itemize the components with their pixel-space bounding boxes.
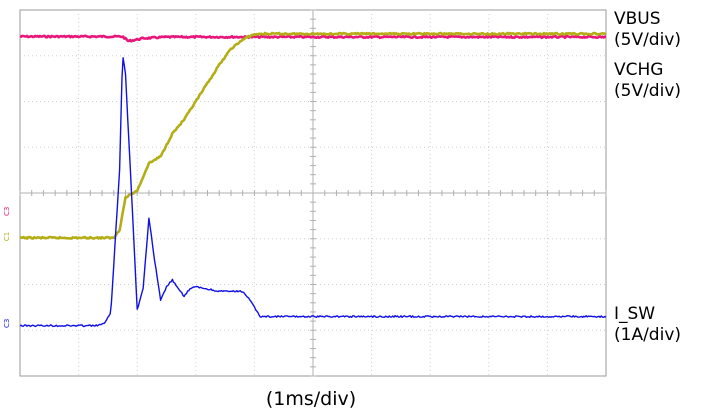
traces (19, 31, 607, 328)
vchg-name: VCHG (614, 60, 664, 80)
trace-i-sw (19, 57, 607, 328)
vbus-name: VBUS (614, 9, 661, 29)
isw-name: I_SW (614, 304, 656, 324)
trace-vchg (19, 31, 607, 240)
ground-marker-i-sw: C3 (3, 319, 11, 328)
ground-marker-vchg: C1 (3, 232, 11, 241)
isw-scale: (1A/div) (614, 325, 682, 345)
vchg-label: VCHG (5V/div) (614, 60, 681, 102)
x-axis-label: (1ms/div) (265, 388, 357, 410)
ground-markers: C3 C1 C3 (3, 207, 11, 328)
vchg-scale: (5V/div) (614, 81, 682, 101)
trace-vbus (19, 34, 607, 43)
vbus-label: VBUS (5V/div) (614, 9, 681, 51)
isw-label: I_SW (1A/div) (614, 304, 681, 346)
vbus-scale: (5V/div) (614, 30, 682, 50)
ground-marker-vbus: C3 (3, 207, 11, 216)
